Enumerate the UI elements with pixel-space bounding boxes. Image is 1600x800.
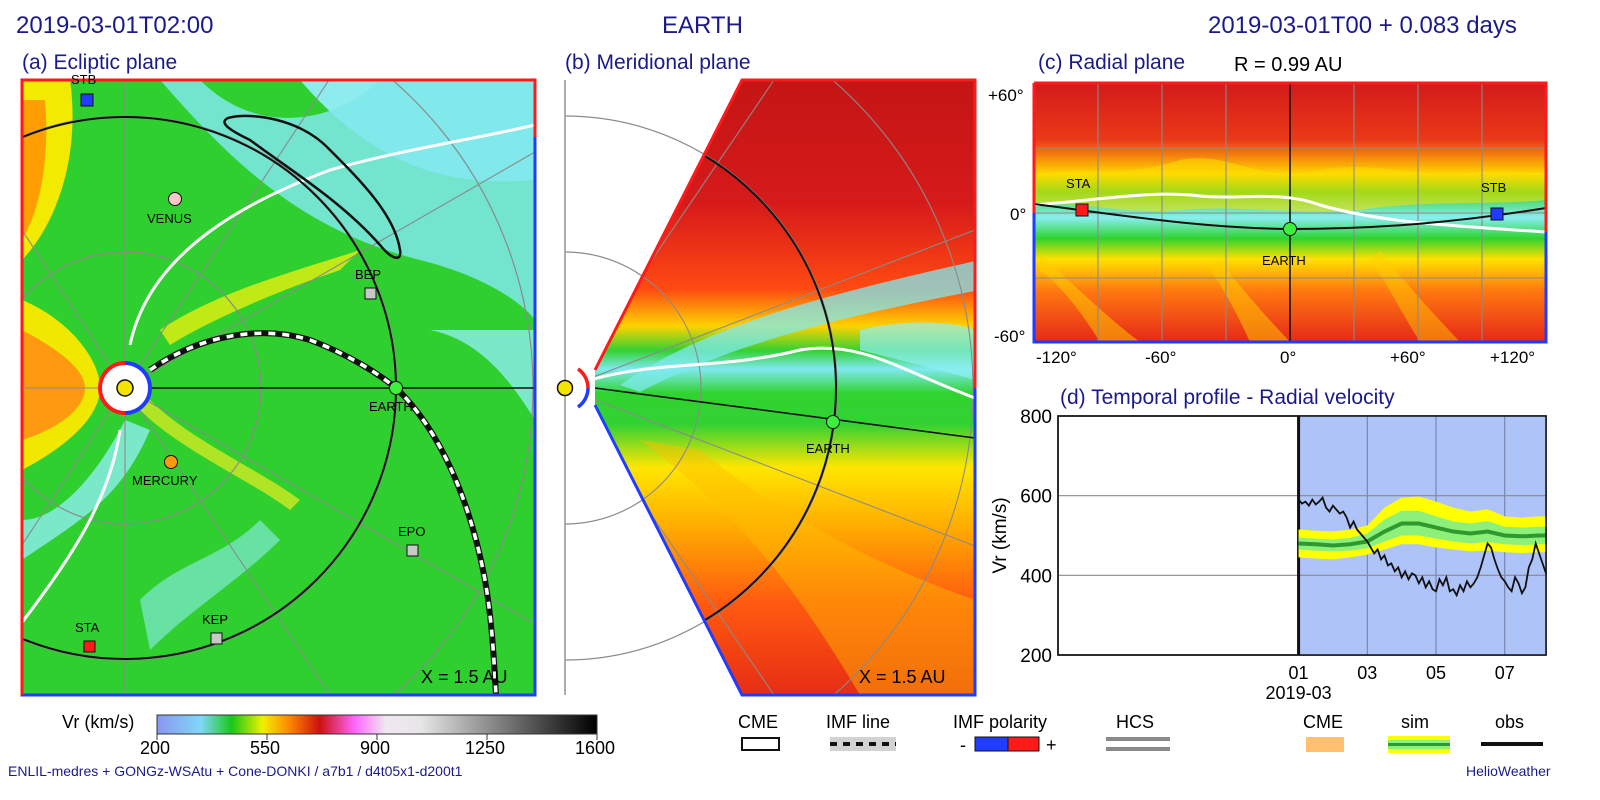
label-earth-b: EARTH xyxy=(806,441,850,456)
panel-d-xtick-label: 03 xyxy=(1357,663,1377,683)
label-bep: BEP xyxy=(355,267,381,282)
sta-marker-icon xyxy=(84,641,95,652)
label-epo: EPO xyxy=(398,524,425,539)
panel-a-scale-label: X = 1.5 AU xyxy=(421,667,508,688)
label-kep: KEP xyxy=(202,612,228,627)
panel-d-xtick-label: 01 xyxy=(1289,663,1309,683)
colorbar-label: Vr (km/s) xyxy=(62,712,134,733)
epo-marker-icon xyxy=(407,545,418,556)
legend-hcs-symbol-icon xyxy=(1106,739,1170,749)
legend-imf-polarity-label: IMF polarity xyxy=(953,712,1047,733)
panel-d-xtick-label: 05 xyxy=(1426,663,1446,683)
panel-c-ytick-mid: 0° xyxy=(1010,205,1026,225)
legend-imf-line-label: IMF line xyxy=(826,712,890,733)
legend-obs-label: obs xyxy=(1495,712,1524,733)
legend-cme-shade-icon xyxy=(1306,737,1344,752)
panel-d-ytick-label: 600 xyxy=(1020,487,1052,508)
earth-radial-marker-icon xyxy=(1284,223,1297,236)
legend-sim-label: sim xyxy=(1401,712,1429,733)
label-mercury: MERCURY xyxy=(132,473,198,488)
panel-d-xtick-label: 07 xyxy=(1495,663,1515,683)
bep-marker-icon xyxy=(365,288,376,299)
panel-d-ytick-label: 400 xyxy=(1020,566,1052,587)
panel-c-radial xyxy=(1034,83,1546,342)
panel-c-xtick-1: -120° xyxy=(1036,348,1077,368)
panel-d-ytick-label: 200 xyxy=(1020,646,1052,667)
label-earth-a: EARTH xyxy=(369,399,413,414)
colorbar-tick-200: 200 xyxy=(140,738,170,759)
legend-sim-symbol-icon xyxy=(1388,736,1450,753)
legend-hcs-label: HCS xyxy=(1116,712,1154,733)
colorbar xyxy=(157,715,597,734)
legend-polarity-minus: - xyxy=(960,735,966,756)
footer-brand: HelioWeather xyxy=(1466,763,1551,779)
mercury-marker-icon xyxy=(165,456,178,469)
panel-d-ylabel: Vr (km/s) xyxy=(990,497,1011,573)
sta-radial-marker-icon xyxy=(1076,204,1088,216)
earth-meridional-marker-icon xyxy=(827,416,840,429)
legend-polarity-plus: + xyxy=(1046,735,1057,756)
label-sta-c: STA xyxy=(1066,176,1090,191)
legend-cme-symbol-icon xyxy=(742,738,779,750)
colorbar-tick-1600: 1600 xyxy=(575,738,615,759)
label-sta: STA xyxy=(75,620,99,635)
footer-model-info: ENLIL-medres + GONGz-WSAtu + Cone-DONKI … xyxy=(8,763,462,779)
panel-d-xlabel: 2019-03 xyxy=(1266,683,1332,703)
legend-cme2-label: CME xyxy=(1303,712,1343,733)
kep-marker-icon xyxy=(211,633,222,644)
legend-cme-label: CME xyxy=(738,712,778,733)
colorbar-tick-900: 900 xyxy=(360,738,390,759)
stb-marker-icon xyxy=(81,94,93,106)
panel-c-ytick-top: +60° xyxy=(988,86,1024,106)
panel-c-xtick-4: +60° xyxy=(1390,348,1426,368)
panel-c-ytick-bottom: -60° xyxy=(994,327,1025,347)
sun-meridional-icon xyxy=(558,365,596,411)
legend-imf-polarity-symbol-icon xyxy=(975,737,1039,751)
panel-d-temporal: 200 400 600 800 01 03 05 07 2019-03 Vr (km/s) xyxy=(990,407,1546,703)
stb-radial-marker-icon xyxy=(1491,208,1503,220)
panel-c-xtick-2: -60° xyxy=(1145,348,1176,368)
label-stb: STB xyxy=(71,72,96,87)
label-stb-c: STB xyxy=(1481,180,1506,195)
venus-marker-icon xyxy=(169,193,182,206)
label-earth-c: EARTH xyxy=(1262,253,1306,268)
panel-d-ytick-label: 800 xyxy=(1020,407,1052,428)
label-venus: VENUS xyxy=(147,211,192,226)
panel-c-xtick-5: +120° xyxy=(1490,348,1535,368)
colorbar-tick-550: 550 xyxy=(250,738,280,759)
sun-icon xyxy=(100,363,150,413)
colorbar-tick-1250: 1250 xyxy=(465,738,505,759)
panel-b-scale-label: X = 1.5 AU xyxy=(859,667,946,688)
earth-marker-icon xyxy=(390,382,403,395)
panel-c-xtick-3: 0° xyxy=(1280,348,1296,368)
legend-imf-line-symbol-icon xyxy=(830,737,896,751)
